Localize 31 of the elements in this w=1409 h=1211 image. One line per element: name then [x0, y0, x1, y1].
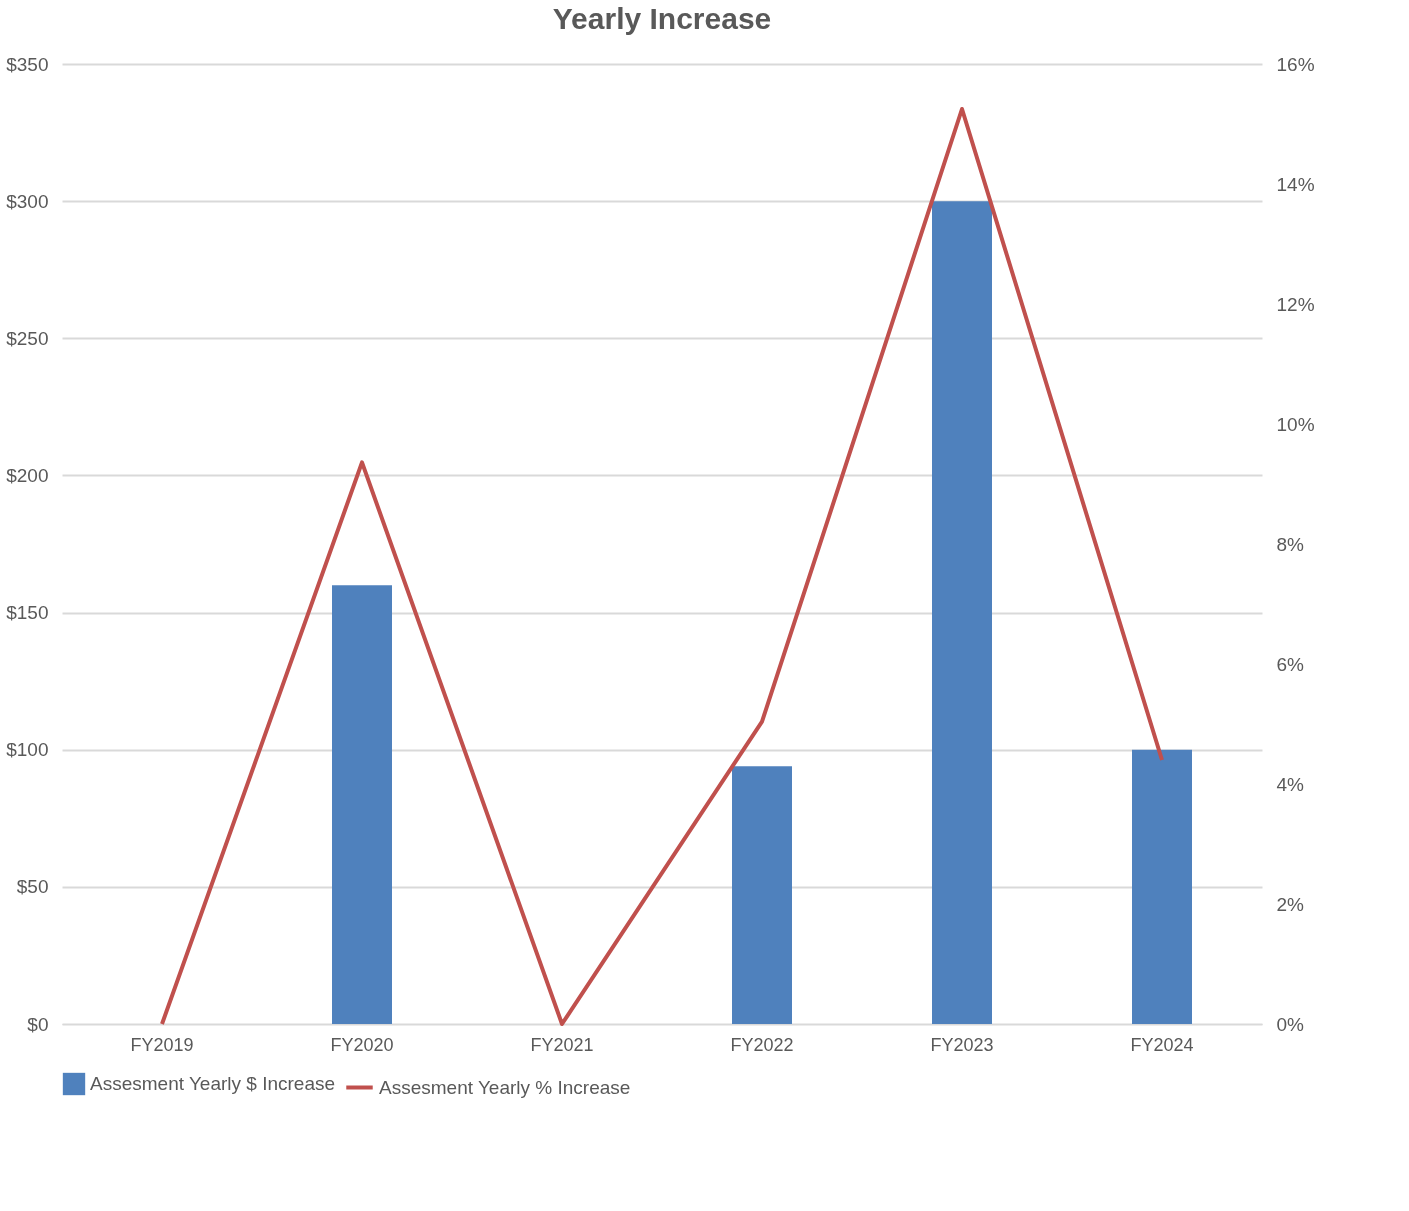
y2-tick-label: 4%: [1276, 773, 1305, 795]
x-tick-label: FY2020: [330, 1034, 394, 1055]
legend-label: Assesment Yearly $ Increase: [90, 1073, 336, 1094]
y2-tick-label: 12%: [1276, 293, 1315, 315]
y-tick-label: $50: [16, 876, 49, 898]
bar: [332, 585, 392, 1024]
legend-label: Assesment Yearly % Increase: [379, 1076, 631, 1098]
x-tick-label: FY2019: [130, 1034, 194, 1055]
y-tick-label: $350: [6, 53, 49, 75]
y2-tick-label: 14%: [1276, 173, 1315, 195]
x-tick-label: FY2024: [1130, 1034, 1194, 1055]
line-series: [160, 107, 1164, 1026]
x-tick-label: FY2021: [530, 1034, 594, 1055]
y-tick-label: $150: [6, 602, 49, 624]
y2-tick-label: 16%: [1276, 53, 1315, 75]
bar: [1132, 749, 1192, 1024]
x-tick-label: FY2023: [930, 1034, 994, 1055]
bar: [932, 201, 992, 1024]
y2-tick-label: 10%: [1276, 413, 1315, 435]
x-tick-label: FY2022: [730, 1034, 794, 1055]
y2-tick-label: 8%: [1276, 533, 1305, 555]
bar: [732, 766, 792, 1024]
chart-title: Yearly Increase: [552, 2, 772, 35]
y-tick-label: $250: [6, 327, 49, 349]
y-tick-label: $0: [27, 1013, 49, 1035]
y-tick-label: $100: [6, 739, 49, 761]
y-tick-label: $300: [6, 190, 49, 212]
y2-tick-label: 6%: [1276, 653, 1305, 675]
y2-tick-label: 0%: [1276, 1013, 1305, 1035]
y-tick-label: $200: [6, 464, 49, 486]
y2-tick-label: 2%: [1276, 893, 1305, 915]
